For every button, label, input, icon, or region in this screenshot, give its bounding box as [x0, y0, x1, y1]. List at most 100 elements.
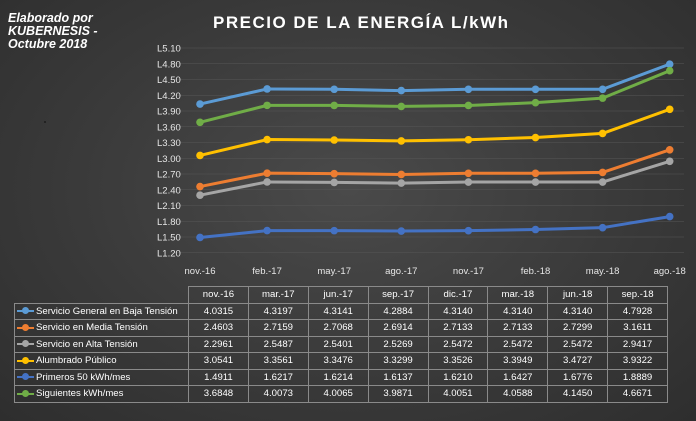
data-point [531, 178, 540, 186]
table-cell: 3.3299 [367, 352, 429, 370]
stray-dot [44, 121, 46, 123]
y-grid [170, 47, 684, 254]
data-point [464, 85, 473, 94]
table-cell: 2.9417 [607, 335, 668, 353]
table-column-header: jun.-18 [547, 286, 609, 304]
data-point [531, 169, 540, 178]
data-point [330, 101, 339, 110]
table-column-header: jun.-17 [307, 286, 369, 304]
y-axis-ticks: L1.20 L1.50 L1.80 L2.10 L2.40 L2.70 L3.00 L3.30… [157, 44, 181, 260]
data-point [665, 60, 674, 68]
data-point [263, 135, 271, 144]
data-point [397, 179, 406, 187]
data-point [263, 178, 271, 186]
table-cell: 2.5401 [307, 335, 369, 353]
table-row: Alumbrado Público 3.0541 3.3561 3.3476 3.329… [14, 352, 668, 370]
series-line-servicio-en-alta-tension [199, 159, 671, 197]
table-cell: 4.3140 [427, 302, 489, 320]
y-tick-label: L4.80 [157, 59, 181, 70]
data-point [397, 102, 406, 111]
data-point [196, 100, 204, 108]
data-point [531, 85, 540, 94]
y-tick-label: L2.40 [157, 185, 181, 196]
data-point [196, 191, 204, 200]
data-point [330, 169, 339, 178]
data-point [397, 137, 406, 145]
series-line-primeros-50-kwh-mes [199, 215, 670, 239]
x-tick-label: ago.-18 [654, 266, 686, 277]
x-tick-label: feb.-17 [252, 266, 282, 277]
table-header-row: nov.-16 mar.-17 jun.-17 sep.-17 dic.-17 mar.-… [14, 286, 668, 304]
data-point [531, 98, 540, 107]
table-cell: 1.6776 [547, 368, 609, 386]
series-label-cell: Servicio en Media Tensión [14, 319, 189, 337]
data-point [263, 101, 271, 110]
data-point [598, 85, 607, 94]
data-point [464, 178, 473, 186]
x-tick-label: ago.-17 [385, 266, 417, 277]
y-tick-label: L5.10 [157, 44, 181, 55]
series-name: Primeros 50 kWh/mes [36, 371, 131, 383]
series-line-servicio-general-en-baja-tension [199, 62, 671, 106]
data-point [397, 227, 406, 235]
legend-key-icon [17, 307, 34, 315]
table-body: Servicio General en Baja Tensión 4.0315 4.… [14, 302, 668, 403]
x-tick-label: feb.-18 [521, 266, 551, 277]
series-lines [196, 60, 674, 242]
series-label-cell: Alumbrado Público [14, 352, 189, 370]
table-cell: 3.9871 [367, 385, 429, 403]
y-tick-label: L1.20 [157, 248, 181, 259]
data-point [397, 86, 406, 95]
table-cell: 4.3140 [487, 302, 549, 320]
data-point [665, 66, 674, 75]
table-cell: 3.6848 [188, 385, 249, 403]
series-name: Servicio en Alta Tensión [36, 338, 138, 350]
x-tick-label: nov.-16 [185, 266, 216, 277]
data-point [330, 226, 339, 235]
legend-key-icon [17, 323, 34, 332]
x-axis-ticks: nov.-16 feb.-17 may.-17 ago.-17 nov.-17 feb.-… [185, 266, 686, 277]
table-corner [14, 286, 189, 304]
table-cell: 4.3141 [307, 302, 369, 320]
table-row: Servicio General en Baja Tensión 4.0315 4.… [14, 302, 668, 320]
table-column-header: sep.-17 [367, 286, 429, 304]
data-point [330, 178, 339, 187]
table-cell: 3.9322 [607, 352, 668, 370]
series-name: Servicio General en Baja Tensión [36, 305, 178, 317]
data-point [665, 105, 674, 114]
data-point [665, 145, 674, 154]
table-cell: 2.5472 [487, 335, 549, 353]
table-cell: 1.6210 [427, 368, 489, 386]
table-cell: 1.4911 [188, 368, 249, 386]
y-tick-label: L1.80 [157, 217, 181, 228]
table-cell: 2.7133 [487, 319, 549, 337]
data-point [196, 118, 204, 127]
table-row: Servicio en Alta Tensión 2.2961 2.5487 2.54… [14, 335, 668, 353]
data-table: nov.-16 mar.-17 jun.-17 sep.-17 dic.-17 mar.-… [14, 286, 668, 403]
legend-key-icon [17, 389, 34, 398]
table-cell: 3.0541 [188, 352, 249, 370]
table-column-header: nov.-16 [188, 286, 249, 304]
data-point [263, 226, 271, 235]
legend-key-icon [17, 356, 34, 365]
table-cell: 2.7068 [307, 319, 369, 337]
table-cell: 2.5487 [247, 335, 309, 353]
table-cell: 4.0588 [487, 385, 549, 403]
table-cell: 4.6671 [607, 385, 668, 403]
series-name: Servicio en Media Tensión [36, 322, 148, 334]
data-point [397, 170, 406, 179]
credit-line-3: Octubre 2018 [8, 37, 88, 51]
table-cell: 4.0051 [427, 385, 489, 403]
y-tick-label: L3.90 [157, 107, 181, 118]
data-point [464, 135, 473, 144]
table-cell: 3.3476 [307, 352, 369, 370]
author-credit: Elaborado por KUBERNESIS - Octubre 2018 [8, 12, 128, 51]
line-chart: L1.20 L1.50 L1.80 L2.10 L2.40 L2.70 L3.00 L3.30… [157, 44, 686, 278]
data-point [598, 178, 607, 186]
data-point [665, 157, 674, 166]
y-tick-label: L3.30 [157, 138, 181, 149]
table-column-header: dic.-17 [427, 286, 489, 304]
y-tick-label: L3.00 [157, 154, 181, 165]
series-label-cell: Servicio General en Baja Tensión [14, 302, 189, 320]
data-point [531, 225, 540, 234]
